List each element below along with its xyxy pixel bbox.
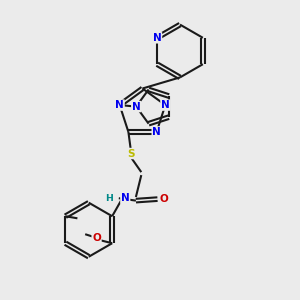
- Text: O: O: [159, 194, 168, 204]
- Text: H: H: [105, 194, 113, 203]
- Text: N: N: [153, 33, 161, 43]
- Text: N: N: [161, 100, 170, 110]
- Text: N: N: [152, 127, 161, 137]
- Text: N: N: [132, 102, 140, 112]
- Text: S: S: [127, 148, 134, 158]
- Text: O: O: [92, 233, 101, 243]
- Text: N: N: [121, 193, 130, 203]
- Text: N: N: [115, 100, 124, 110]
